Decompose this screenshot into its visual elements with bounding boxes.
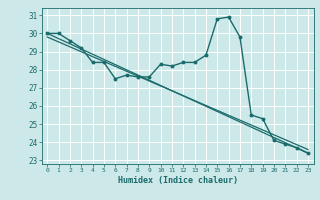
X-axis label: Humidex (Indice chaleur): Humidex (Indice chaleur): [118, 176, 237, 185]
